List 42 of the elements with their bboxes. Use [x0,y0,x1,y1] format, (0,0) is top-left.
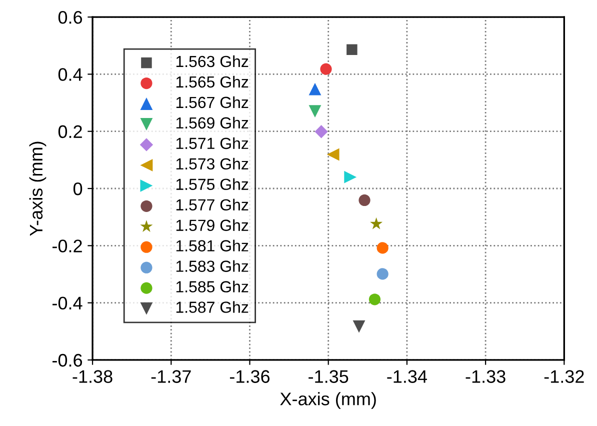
y-tick-label: -0.2 [52,240,82,252]
point [308,82,322,96]
x-tick-label: -1.37 [151,370,191,383]
point [308,105,322,118]
point [344,170,357,184]
x-axis-title: X-axis (mm) [280,392,376,409]
point [326,148,340,161]
point [346,44,358,55]
point [320,63,332,75]
point [314,125,328,138]
point [370,217,383,230]
x-tick-label: -1.34 [387,370,428,383]
legend-label: 1.587 Ghz [176,301,248,313]
legend-label: 1.571 Ghz [176,137,248,150]
legend-label: 1.573 Ghz [176,158,248,170]
legend-label: 1.585 Ghz [176,280,248,292]
y-tick-label: 0.6 [58,10,82,24]
legend-label: 1.583 Ghz [176,260,248,272]
legend-label: 1.581 Ghz [176,240,248,252]
legend-label: 1.567 Ghz [176,96,248,108]
point [358,194,370,206]
legend-label: 1.565 Ghz [176,76,248,88]
x-tick-label: -1.36 [230,370,270,383]
legend-label: 1.569 Ghz [176,116,248,129]
y-tick-label: 0.2 [58,125,82,138]
y-tick-label: 0 [73,182,82,196]
y-tick-label: -0.4 [52,296,82,310]
y-tick-label: 0.4 [58,68,82,81]
x-tick-label: -1.32 [544,370,584,383]
point [368,294,381,306]
x-tick-label: -1.33 [466,370,506,383]
legend-label: 1.579 Ghz [176,219,248,231]
legend-label: 1.575 Ghz [176,178,248,190]
legend-label: 1.563 Ghz [176,55,248,68]
point [352,320,366,333]
point [376,268,388,280]
x-tick-label: -1.35 [308,370,348,383]
y-axis-title: Y-axis (mm) [29,142,46,236]
legend-label: 1.577 Ghz [176,198,248,211]
x-tick-label: -1.38 [72,370,112,383]
y-tick-label: -0.6 [52,354,82,367]
point [376,242,388,254]
